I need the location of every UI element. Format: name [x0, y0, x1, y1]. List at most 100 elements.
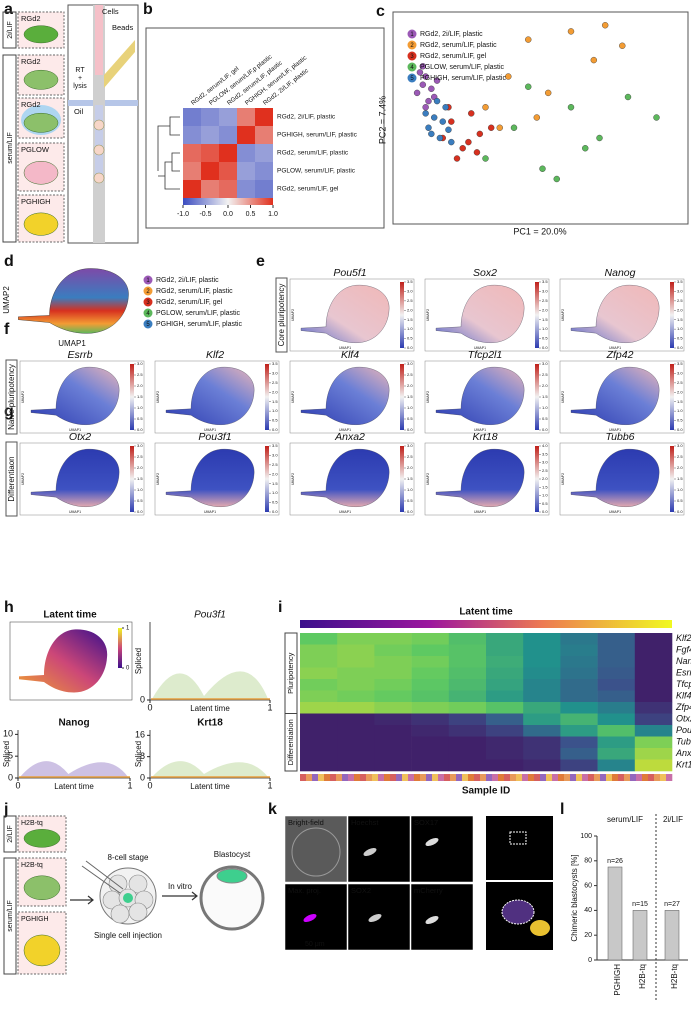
heat-cell	[183, 126, 201, 144]
heat-cell	[337, 667, 375, 680]
heat-cell	[486, 656, 524, 668]
label: Nanog	[58, 718, 89, 729]
label: Latent time	[43, 610, 97, 621]
sample-strip	[594, 774, 601, 781]
colorbar	[400, 282, 404, 348]
panel-letter: l	[560, 801, 564, 818]
label: 0.0	[677, 345, 683, 350]
label: 2.0	[542, 307, 548, 312]
label: 2i/LIF	[663, 815, 683, 824]
heat-cell	[634, 736, 673, 749]
colorbar	[265, 446, 269, 512]
injected-cell	[123, 893, 133, 903]
label: 3.5	[677, 361, 683, 366]
label: UMAP2	[426, 309, 430, 321]
scatter-point	[436, 134, 444, 142]
legend-label: RGd2, serum/LIF, plastic	[156, 288, 233, 295]
colorbar	[535, 446, 539, 512]
label: Hoechst	[351, 818, 379, 827]
heat-cell	[560, 690, 598, 703]
label: UMAP1	[339, 428, 351, 432]
label: 1.5	[677, 399, 683, 404]
label: 0.5	[272, 418, 278, 423]
label: Klf2	[676, 633, 691, 643]
heat-cell	[523, 667, 561, 680]
heat-cell	[486, 690, 524, 703]
heat-cell	[237, 126, 255, 144]
heat-cell	[337, 748, 375, 760]
label: UMAP2	[291, 391, 295, 403]
sample-strip	[636, 774, 643, 781]
label: 2.0	[407, 383, 413, 388]
label: 3.0	[677, 443, 683, 448]
label: 3.0	[272, 452, 278, 457]
label: 20	[584, 932, 592, 939]
scatter-point	[419, 81, 426, 88]
heat-cell	[300, 679, 338, 691]
label: 1.5	[542, 394, 548, 399]
scatter-point	[590, 56, 597, 64]
heat-cell	[255, 108, 273, 126]
scatter-point	[453, 155, 461, 162]
label: 1.0	[407, 326, 413, 331]
label: Zfp42	[675, 702, 691, 712]
label: 2.0	[137, 383, 143, 388]
heat-cell	[337, 702, 375, 714]
umap-blob	[570, 367, 660, 425]
scatter-point	[442, 104, 449, 111]
panel-letter: k	[268, 801, 277, 818]
label: 0.5	[407, 416, 413, 421]
label: 1.0	[677, 408, 683, 413]
legend-label: RGd2, 2i/LIF, plastic	[420, 31, 483, 38]
heat-cell	[300, 644, 338, 657]
panel-letter: d	[4, 253, 14, 270]
label: serum/LIF	[7, 132, 14, 164]
label: UMAP1	[609, 346, 621, 350]
sample-strip	[606, 774, 613, 781]
sample-strip	[426, 774, 433, 781]
label: RGd2, serum/LIF, gel	[277, 186, 339, 193]
label: 0	[15, 780, 20, 790]
scatter-point	[439, 118, 446, 125]
heat-cell	[337, 736, 375, 749]
heat-cell	[634, 667, 673, 680]
heat-cell	[523, 690, 561, 703]
label: 1.5	[272, 399, 278, 404]
heat-cell	[337, 633, 375, 645]
heat-cell	[255, 180, 273, 198]
label: 1.5	[407, 476, 413, 481]
label: 3.0	[407, 288, 413, 293]
heat-cell	[374, 713, 412, 726]
heat-cell	[560, 713, 598, 726]
heat-cell	[411, 644, 450, 657]
micrograph	[347, 815, 411, 883]
label: 3.0	[272, 370, 278, 375]
scatter-point	[545, 89, 552, 97]
scatter-point	[553, 175, 560, 183]
label: 2.0	[542, 383, 548, 388]
label: SOX17	[414, 818, 438, 827]
sample-strip	[600, 774, 607, 781]
icm	[216, 868, 248, 884]
sample-strip	[432, 774, 439, 781]
label: 0.0	[407, 427, 413, 432]
panel-frame	[145, 27, 385, 229]
sample-strip	[390, 774, 397, 781]
heat-cell	[597, 725, 636, 737]
sample-strip	[618, 774, 625, 781]
label: PGHIGH	[21, 916, 49, 923]
legend-marker	[407, 73, 417, 83]
colony	[23, 112, 59, 133]
label: 0	[147, 780, 152, 790]
label: 0.5	[542, 416, 548, 421]
heat-cell	[337, 713, 375, 726]
label: 0	[126, 666, 130, 672]
label: UMAP1	[204, 510, 216, 514]
heat-cell	[486, 702, 524, 714]
label: Single cell injection	[94, 931, 162, 940]
heat-cell	[560, 679, 598, 691]
label: Max. proj.	[288, 886, 321, 895]
scatter-point	[653, 114, 660, 121]
sample-strip	[522, 774, 529, 781]
droplet	[93, 119, 105, 131]
